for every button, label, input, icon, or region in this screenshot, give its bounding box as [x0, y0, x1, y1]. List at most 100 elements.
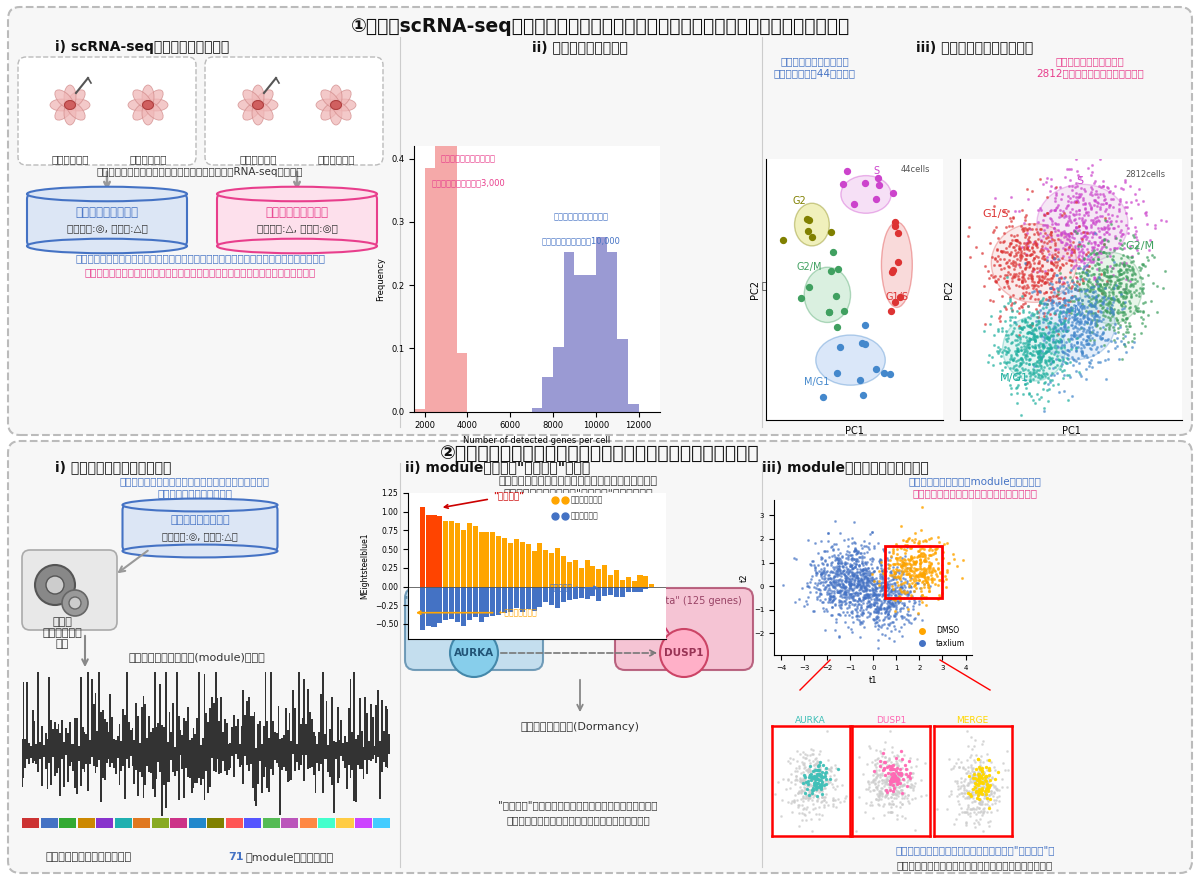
Point	[800, 763, 820, 777]
Point	[1043, 277, 1062, 291]
Point	[1013, 266, 1032, 281]
Point	[1081, 236, 1100, 250]
Point	[864, 578, 883, 592]
Point	[865, 589, 884, 603]
Point	[916, 573, 935, 587]
Point	[919, 548, 938, 562]
Point	[973, 824, 992, 838]
Point	[1099, 246, 1118, 260]
Point	[968, 788, 988, 802]
Point	[882, 777, 901, 791]
Bar	[43, 752, 44, 758]
Point	[1106, 258, 1126, 272]
Point	[883, 560, 902, 574]
Point	[883, 778, 902, 792]
Point	[845, 543, 864, 557]
Point	[888, 785, 907, 799]
Point	[948, 789, 967, 803]
Point	[1097, 304, 1116, 319]
Point	[1045, 335, 1064, 349]
Point	[912, 568, 931, 582]
Point	[968, 776, 988, 790]
Point	[1010, 242, 1030, 256]
Point	[876, 775, 895, 789]
Point	[1078, 268, 1097, 282]
Point	[1061, 281, 1080, 296]
Point	[1082, 251, 1102, 266]
Point	[1082, 242, 1102, 257]
Point	[1121, 300, 1140, 314]
Point	[1094, 245, 1114, 259]
Point	[1080, 196, 1099, 211]
Point	[817, 573, 836, 588]
Point	[906, 562, 925, 576]
Point	[1133, 286, 1152, 300]
Point	[1078, 323, 1097, 337]
Point	[1061, 173, 1080, 188]
Point	[1033, 243, 1052, 258]
Point	[830, 796, 850, 810]
Point	[836, 573, 856, 588]
Point	[832, 554, 851, 568]
Point	[1044, 332, 1063, 346]
Point	[1102, 309, 1121, 323]
Bar	[336, 819, 354, 827]
Point	[1016, 256, 1036, 270]
Point	[890, 593, 910, 607]
Point	[900, 557, 919, 571]
Point	[1026, 329, 1045, 343]
Point	[882, 596, 901, 611]
Point	[805, 770, 824, 784]
Point	[1058, 352, 1078, 366]
Point	[796, 773, 815, 788]
Point	[821, 591, 840, 605]
Point	[1085, 267, 1104, 281]
Point	[1018, 338, 1037, 352]
Point	[994, 251, 1013, 266]
Point	[1069, 235, 1088, 250]
Bar	[84, 733, 85, 752]
Point	[821, 264, 840, 278]
Point	[802, 773, 821, 787]
Point	[809, 772, 828, 786]
Point	[809, 807, 828, 821]
Point	[1042, 340, 1061, 354]
Point	[1092, 327, 1111, 341]
Bar	[215, 672, 216, 752]
Point	[1020, 374, 1039, 389]
Point	[1102, 302, 1121, 316]
Bar	[313, 752, 314, 775]
Point	[880, 591, 899, 605]
Point	[841, 558, 860, 573]
Point	[1114, 281, 1133, 296]
Text: "外れ細胞"では、がんに関連が報告されている遺伝子が: "外れ細胞"では、がんに関連が報告されている遺伝子が	[498, 800, 658, 810]
Point	[1024, 357, 1043, 371]
Point	[1014, 245, 1033, 259]
Point	[967, 773, 986, 787]
Point	[1040, 227, 1060, 241]
Point	[876, 755, 895, 769]
Point	[1081, 281, 1100, 296]
Point	[886, 597, 905, 612]
Point	[1033, 369, 1052, 383]
Point	[864, 772, 883, 786]
Point	[1100, 269, 1120, 283]
Point	[1028, 314, 1048, 328]
Point	[1022, 273, 1042, 288]
Point	[1014, 236, 1033, 250]
Bar	[420, 587, 425, 629]
Point	[1043, 366, 1062, 380]
Point	[798, 534, 817, 548]
Point	[888, 773, 907, 787]
Point	[893, 609, 912, 623]
Point	[815, 565, 834, 579]
Point	[1033, 239, 1052, 253]
Point	[824, 589, 844, 604]
Point	[833, 566, 852, 581]
Point	[847, 604, 866, 619]
Point	[1057, 275, 1076, 289]
Point	[880, 579, 899, 593]
Point	[821, 225, 840, 239]
Point	[844, 589, 863, 603]
Point	[1015, 257, 1034, 271]
